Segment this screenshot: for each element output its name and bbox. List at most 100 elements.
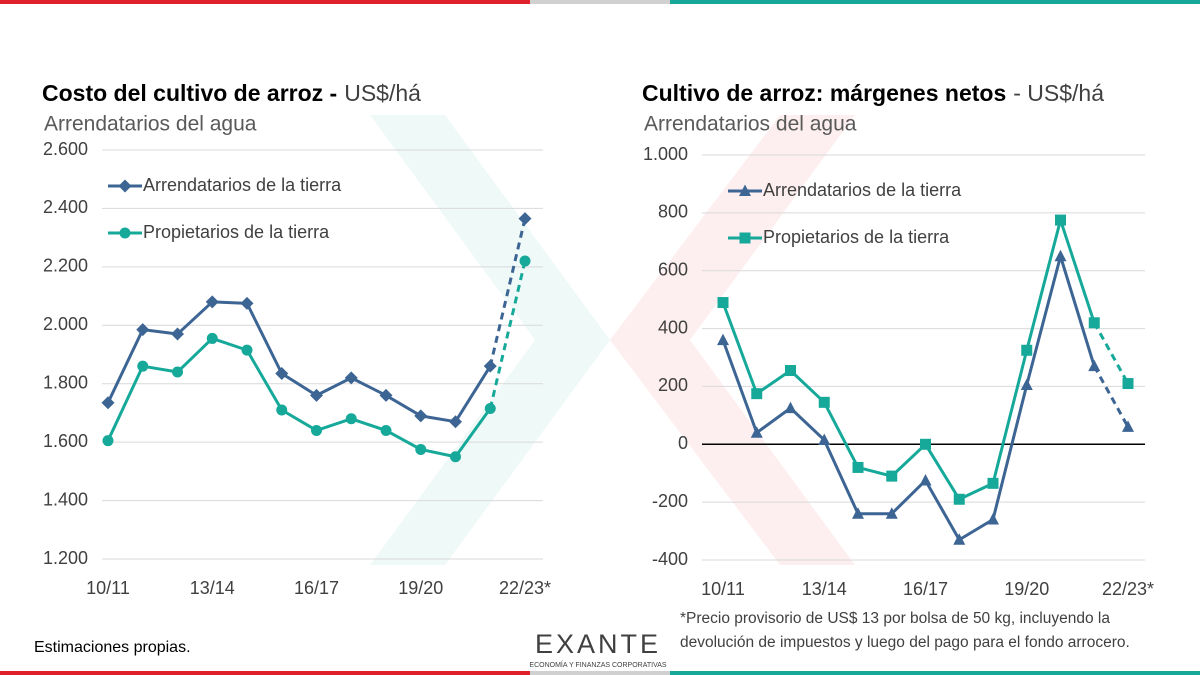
watermark-right — [610, 115, 855, 565]
marker — [852, 507, 864, 519]
marker — [1122, 378, 1134, 390]
marker — [987, 477, 999, 489]
marker — [751, 388, 763, 400]
x-tick-label: 19/20 — [398, 578, 443, 598]
y-tick-label: 1.200 — [43, 548, 88, 568]
marker — [311, 424, 322, 436]
legend-label: Arrendatarios de la tierra — [143, 175, 342, 195]
series-line — [721, 218, 1096, 501]
series-line-projected — [1092, 322, 1130, 385]
series-line-projected — [488, 218, 527, 367]
legend-label: Propietarios de la tierra — [143, 222, 330, 242]
legend-label: Arrendatarios de la tierra — [763, 180, 962, 200]
marker — [919, 473, 932, 486]
marker — [379, 388, 393, 402]
top-bar-gray — [530, 0, 670, 4]
marker — [1088, 359, 1101, 372]
series-line — [106, 300, 492, 424]
marker — [484, 403, 496, 415]
y-tick-label: -200 — [652, 491, 688, 511]
chart-title: Costo del cultivo de arroz - US$/há — [42, 80, 421, 106]
marker — [953, 533, 966, 545]
marker — [1021, 344, 1033, 356]
marker — [205, 295, 219, 309]
marker — [137, 360, 149, 372]
marker — [717, 297, 729, 309]
marker — [784, 401, 797, 414]
marker — [953, 493, 965, 505]
x-tick-label: 16/17 — [903, 579, 948, 599]
chart-title-unit: - US$/há — [1013, 80, 1104, 106]
bottom-bar-teal — [670, 671, 1200, 675]
x-tick-label: 22/23* — [1102, 579, 1154, 599]
marker — [785, 365, 796, 377]
marker — [206, 332, 218, 344]
footnote: *Precio provisorio de US$ 13 por bolsa d… — [680, 610, 1110, 627]
marker — [1054, 249, 1067, 262]
marker — [102, 435, 114, 447]
marker — [241, 344, 253, 356]
marker — [1055, 214, 1066, 226]
marker — [310, 388, 323, 402]
x-tick-label: 13/14 — [190, 578, 235, 598]
marker — [240, 296, 254, 310]
x-tick-label: 10/11 — [701, 579, 745, 599]
marker — [885, 507, 898, 519]
y-tick-label: 2.400 — [43, 197, 88, 217]
x-tick-label: 13/14 — [802, 579, 847, 599]
marker — [1122, 420, 1134, 432]
bottom-bar-red — [0, 671, 530, 675]
marker — [739, 232, 751, 244]
marker — [987, 513, 999, 525]
y-tick-label: 1.600 — [43, 431, 88, 451]
y-tick-label: 2.200 — [43, 256, 88, 276]
marker — [172, 366, 183, 378]
marker — [380, 424, 392, 436]
series-line — [106, 336, 492, 459]
marker — [1020, 378, 1033, 390]
footnote: devolución de impuestos y luego del pago… — [680, 634, 1130, 651]
top-bar-teal — [670, 0, 1200, 4]
marker — [483, 359, 497, 373]
chart-title-main: Cultivo de arroz: márgenes netos — [642, 80, 1006, 106]
marker — [886, 470, 898, 482]
footer-note: Estimaciones propias. — [34, 639, 191, 656]
y-tick-label: 600 — [658, 259, 688, 279]
marker — [818, 396, 830, 408]
marker — [171, 327, 184, 341]
x-tick-label: 16/17 — [294, 578, 339, 598]
chart-title: Cultivo de arroz: márgenes netos - US$/há — [642, 80, 1104, 106]
top-bar-red — [0, 0, 530, 4]
y-tick-label: 1.000 — [643, 144, 688, 164]
marker — [518, 212, 532, 226]
y-tick-label: 400 — [658, 317, 688, 337]
x-tick-label: 19/20 — [1004, 579, 1049, 599]
x-tick-label: 22/23* — [499, 578, 551, 598]
marker — [920, 438, 931, 450]
x-tick-label: 10/11 — [86, 578, 130, 598]
marker — [415, 443, 427, 455]
marker — [717, 333, 729, 346]
marker — [450, 451, 461, 463]
y-tick-label: 0 — [678, 433, 688, 453]
y-tick-label: 1.800 — [43, 372, 88, 392]
marker — [1088, 317, 1100, 329]
marker — [818, 433, 831, 445]
y-tick-label: 1.400 — [43, 489, 88, 509]
marker — [276, 404, 288, 416]
marker — [119, 227, 131, 239]
y-tick-label: 800 — [658, 202, 688, 222]
legend-label: Propietarios de la tierra — [763, 227, 950, 247]
marker — [118, 179, 132, 193]
logo-tagline: ECONOMÍA Y FINANZAS CORPORATIVAS — [529, 660, 667, 669]
chart-title-main: Costo del cultivo de arroz - — [42, 80, 337, 106]
marker — [345, 413, 357, 425]
marker — [344, 371, 358, 385]
marker — [519, 255, 531, 267]
marker — [750, 426, 763, 438]
marker — [275, 366, 289, 380]
chart-subtitle: Arrendatarios del agua — [644, 113, 857, 136]
marker — [101, 396, 115, 410]
marker — [449, 415, 462, 429]
